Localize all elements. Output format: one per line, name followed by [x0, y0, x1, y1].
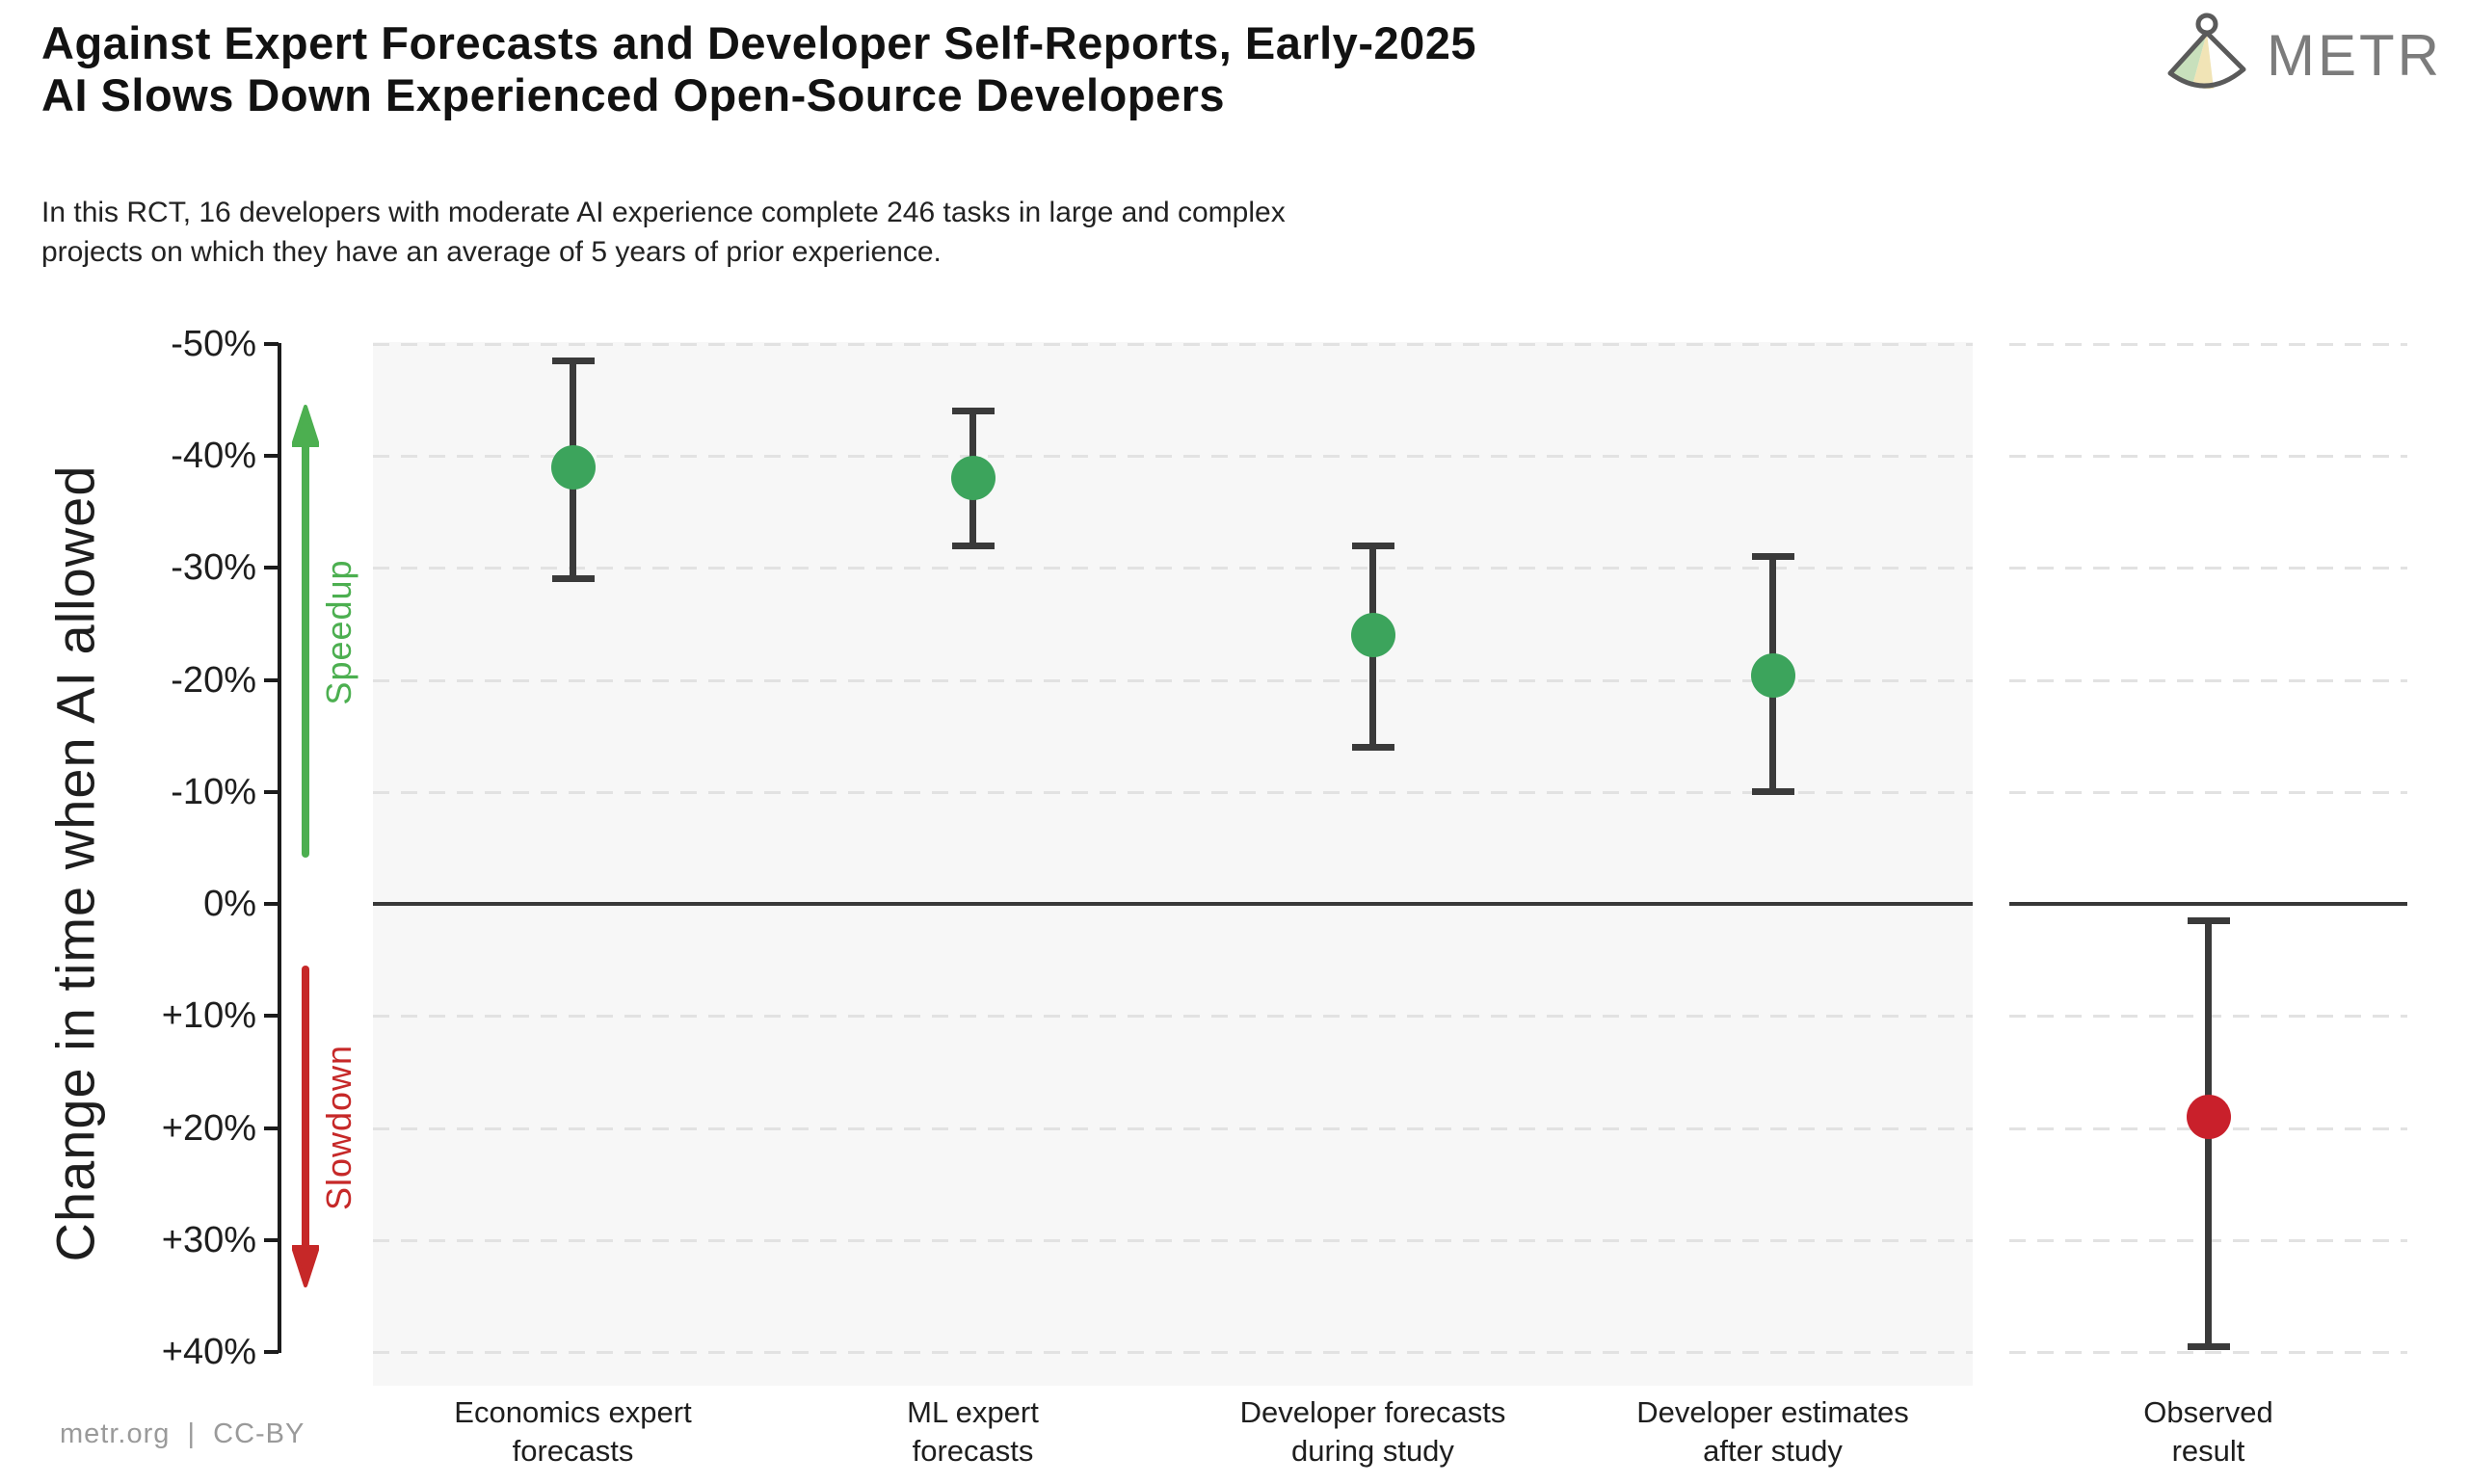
- y-tick-label: 0%: [203, 884, 256, 924]
- x-label-line-1: Developer forecasts: [1239, 1395, 1506, 1429]
- gridline: [2009, 342, 2407, 346]
- error-bar-cap-bottom: [551, 575, 595, 583]
- y-tick-label: -20%: [171, 659, 256, 701]
- forecast-panel: [373, 342, 1973, 1386]
- zero-reference-line: [373, 902, 1973, 906]
- title-line-1: Against Expert Forecasts and Developer S…: [41, 17, 1477, 68]
- y-tick-mark: [264, 789, 279, 794]
- x-label-line-2: after study: [1703, 1434, 1843, 1468]
- x-label-line-2: result: [2171, 1434, 2245, 1468]
- slowdown-label: Slowdown: [319, 1044, 358, 1211]
- y-tick-mark: [264, 341, 279, 346]
- gridline: [373, 790, 1973, 794]
- x-category-label: Observed result: [1939, 1393, 2469, 1471]
- x-label-line-2: forecasts: [512, 1434, 634, 1468]
- y-tick-mark: [264, 677, 279, 682]
- title-line-2: AI Slows Down Experienced Open-Source De…: [41, 69, 1226, 120]
- metr-wordmark: METR: [2267, 23, 2442, 88]
- error-bar-cap-top: [1351, 542, 1394, 549]
- x-label-line-1: Economics expert: [454, 1395, 692, 1429]
- credit-line: metr.org | CC-BY: [60, 1418, 305, 1449]
- error-bar-cap-top: [1751, 553, 1794, 561]
- zero-reference-line: [2009, 902, 2407, 906]
- y-tick-mark: [264, 1126, 279, 1130]
- gridline: [373, 567, 1973, 570]
- y-tick-label: +10%: [161, 995, 256, 1037]
- x-category-label: Economics expert forecasts: [304, 1393, 843, 1471]
- gridline: [2009, 678, 2407, 682]
- y-tick-label: -30%: [171, 547, 256, 589]
- gridline: [373, 1126, 1973, 1130]
- data-point-forecast: [1750, 652, 1795, 698]
- error-bar-cap-bottom: [1351, 743, 1394, 751]
- gridline: [373, 455, 1973, 458]
- error-bar-cap-top: [951, 408, 995, 414]
- y-tick-mark: [264, 1014, 279, 1019]
- error-bar-cap-bottom: [1751, 788, 1794, 796]
- gridline: [2009, 1351, 2407, 1354]
- error-bar-cap-bottom: [951, 542, 995, 549]
- x-label-line-1: ML expert: [907, 1395, 1039, 1429]
- slowdown-arrow-icon: [291, 966, 320, 1292]
- gridline: [2009, 790, 2407, 794]
- data-point-forecast: [550, 444, 596, 490]
- y-tick-mark: [264, 902, 279, 906]
- y-tick-mark: [264, 1350, 279, 1354]
- y-tick-mark: [264, 454, 279, 458]
- gridline: [373, 678, 1973, 682]
- metr-logo: METR: [2161, 12, 2442, 99]
- data-point-observed: [2186, 1094, 2231, 1139]
- x-category-label: ML expert forecasts: [704, 1393, 1243, 1471]
- x-category-label: Developer forecasts during study: [1103, 1393, 1643, 1471]
- y-tick-label: +30%: [161, 1219, 256, 1260]
- subtitle-line-2: projects on which they have an average o…: [41, 236, 942, 268]
- gridline: [373, 342, 1973, 346]
- data-point-forecast: [950, 456, 996, 501]
- gridline: [373, 1238, 1973, 1242]
- y-tick-mark: [264, 566, 279, 570]
- error-bar-cap-top: [2187, 916, 2230, 924]
- speedup-arrow-icon: [291, 405, 320, 862]
- error-bar-cap-top: [551, 357, 595, 364]
- gridline: [2009, 567, 2407, 570]
- data-point-forecast: [1350, 613, 1395, 657]
- y-tick-label: +40%: [161, 1332, 256, 1372]
- x-label-line-2: during study: [1291, 1434, 1454, 1468]
- subtitle-line-1: In this RCT, 16 developers with moderate…: [41, 197, 1286, 228]
- page-title: Against Expert Forecasts and Developer S…: [41, 17, 1476, 121]
- y-tick-label: -50%: [171, 323, 256, 364]
- gridline: [373, 1015, 1973, 1019]
- x-category-label: Developer estimates after study: [1503, 1393, 2043, 1471]
- x-label-line-1: Observed: [2143, 1395, 2273, 1429]
- chart-subtitle: In this RCT, 16 developers with moderate…: [41, 193, 1286, 272]
- y-tick-label: -40%: [171, 436, 256, 476]
- y-tick-mark: [264, 1237, 279, 1242]
- speedup-label: Speedup: [319, 559, 358, 705]
- y-axis-line: [278, 343, 281, 1353]
- error-bar-cap-bottom: [2187, 1342, 2230, 1350]
- y-tick-label: -10%: [171, 771, 256, 812]
- gridline: [2009, 455, 2407, 458]
- x-label-line-1: Developer estimates: [1636, 1395, 1909, 1429]
- x-label-line-2: forecasts: [912, 1434, 1034, 1468]
- y-tick-label: +20%: [161, 1107, 256, 1149]
- metr-pendulum-icon: [2161, 12, 2253, 99]
- gridline: [373, 1351, 1973, 1354]
